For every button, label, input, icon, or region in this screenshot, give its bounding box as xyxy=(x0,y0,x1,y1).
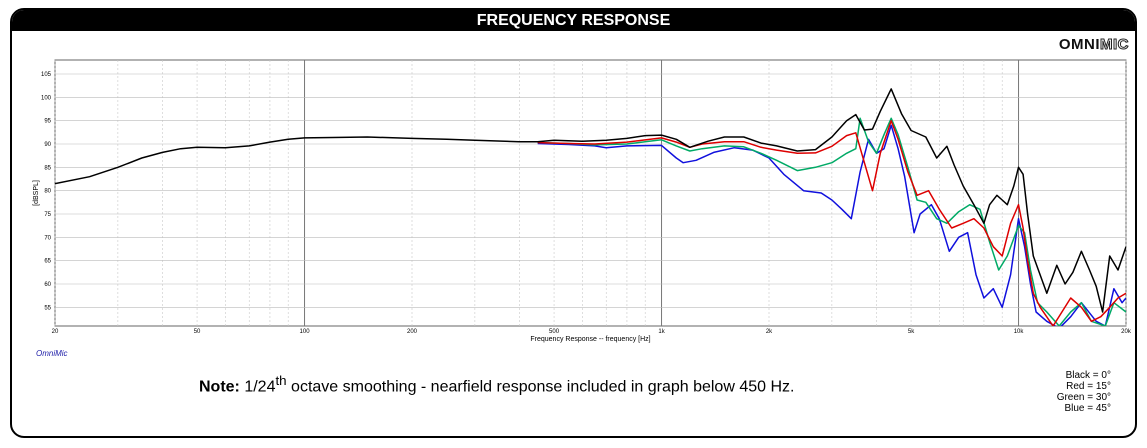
y-tick-label: 70 xyxy=(44,235,51,241)
omnimic-watermark: OmniMic xyxy=(36,349,68,358)
x-tick-label: 20 xyxy=(52,329,59,335)
x-tick-label: 500 xyxy=(549,329,560,335)
y-tick-label: 105 xyxy=(41,72,52,78)
x-tick-label: 200 xyxy=(407,329,418,335)
legend-entry-red: Red = 15° xyxy=(1066,381,1111,392)
x-axis-label: Frequency Response -- frequency [Hz] xyxy=(530,336,650,343)
x-tick-label: 10k xyxy=(1014,329,1025,335)
y-tick-label: 65 xyxy=(44,259,51,265)
chart-frame: FREQUENCY RESPONSE OMNIMIC OmniMic Note:… xyxy=(10,8,1137,438)
x-tick-label: 100 xyxy=(300,329,311,335)
note-sup: th xyxy=(275,373,287,388)
x-tick-label: 1k xyxy=(658,329,665,335)
note-label: Note: xyxy=(199,378,240,396)
logo-part1: OMNI xyxy=(1058,36,1100,53)
note-pre: 1/24 xyxy=(239,378,276,396)
legend-entry-blue: Blue = 45° xyxy=(1064,403,1111,414)
series-line-0 xyxy=(55,88,1126,313)
legend-entry-black: Black = 0° xyxy=(1065,370,1111,381)
y-tick-label: 95 xyxy=(44,119,51,125)
plot-area xyxy=(54,59,1127,327)
chart-title: FREQUENCY RESPONSE xyxy=(12,10,1135,31)
x-tick-label: 5k xyxy=(908,329,915,335)
y-tick-label: 100 xyxy=(41,95,52,101)
series-line-1 xyxy=(537,119,1126,326)
legend-entry-green: Green = 30° xyxy=(1056,392,1111,403)
y-tick-label: 55 xyxy=(44,305,51,311)
y-tick-label: 90 xyxy=(44,142,51,148)
smoothing-note: Note: 1/24th octave smoothing - nearfiel… xyxy=(199,373,794,396)
y-axis-label: [dBSPL] xyxy=(33,180,40,206)
series-line-2 xyxy=(537,117,1126,326)
omnimic-logo: OMNIMIC xyxy=(1058,36,1130,54)
y-tick-label: 60 xyxy=(44,282,51,288)
note-post: octave smoothing - nearfield response in… xyxy=(286,378,795,396)
x-tick-label: 50 xyxy=(194,329,201,335)
y-tick-label: 75 xyxy=(44,212,51,218)
x-tick-label: 20k xyxy=(1121,329,1132,335)
series-line-3 xyxy=(537,124,1126,326)
y-tick-label: 85 xyxy=(44,165,51,171)
legend: Black = 0° Red = 15° Green = 30° Blue = … xyxy=(1057,370,1111,414)
logo-part2: MIC xyxy=(1100,36,1130,54)
x-tick-label: 2k xyxy=(766,329,773,335)
y-tick-label: 80 xyxy=(44,189,51,195)
